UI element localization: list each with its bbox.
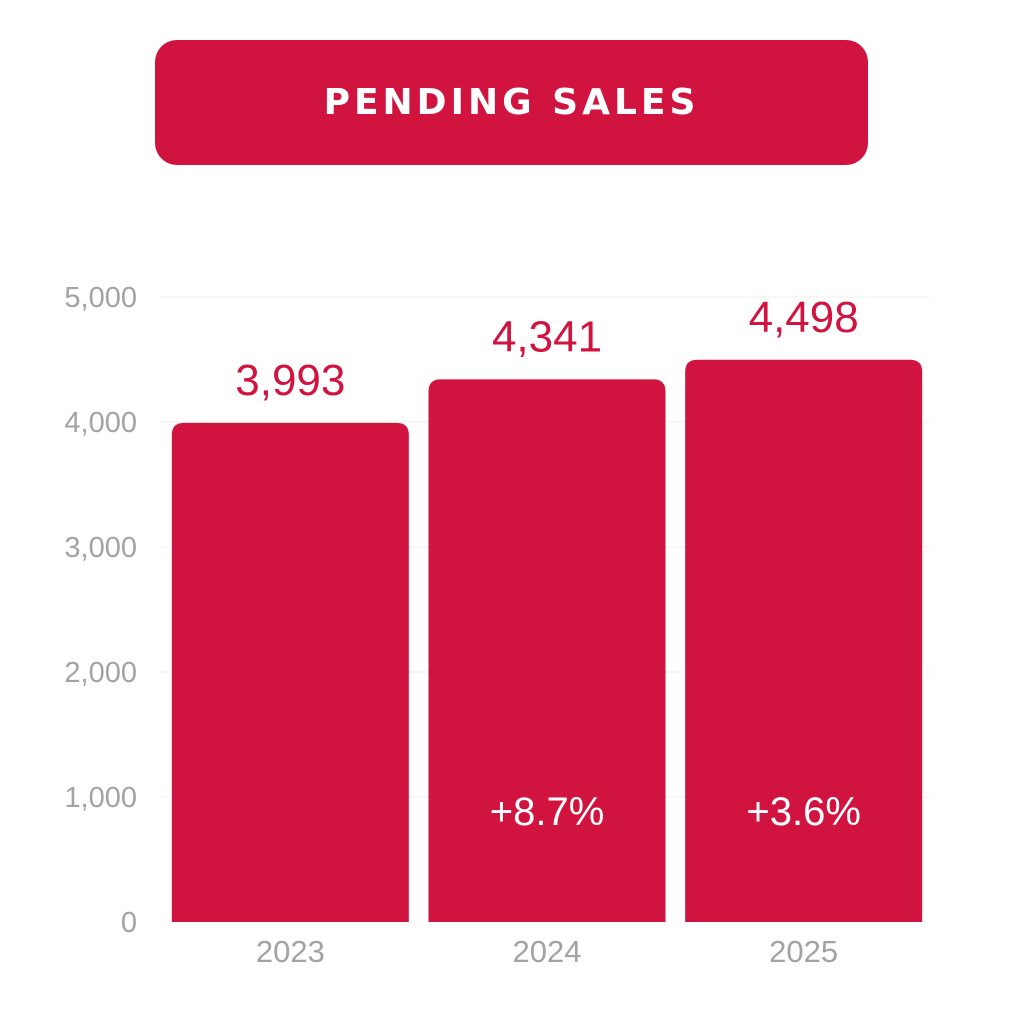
data-label-2023: 3,993 xyxy=(235,356,345,405)
x-tick-label: 2023 xyxy=(256,934,325,969)
change-label-2024: +8.7% xyxy=(490,790,605,834)
bar-2023 xyxy=(171,422,409,922)
y-tick-label: 5,000 xyxy=(64,282,137,314)
x-tick-label: 2025 xyxy=(769,934,838,969)
data-label-2024: 4,341 xyxy=(492,312,602,361)
y-tick-label: 2,000 xyxy=(64,657,137,689)
x-tick-label: 2024 xyxy=(513,934,582,969)
y-tick-label: 4,000 xyxy=(64,407,137,439)
bar-2024 xyxy=(428,379,666,922)
change-label-2025: +3.6% xyxy=(746,790,861,834)
data-label-2025: 4,498 xyxy=(749,293,859,342)
bar-2025 xyxy=(685,359,923,922)
chart-title-banner: PENDING SALES xyxy=(155,40,868,165)
y-tick-label: 3,000 xyxy=(64,532,137,564)
y-tick-label: 1,000 xyxy=(64,782,137,814)
y-tick-label: 0 xyxy=(121,907,137,939)
chart-title: PENDING SALES xyxy=(323,82,700,123)
